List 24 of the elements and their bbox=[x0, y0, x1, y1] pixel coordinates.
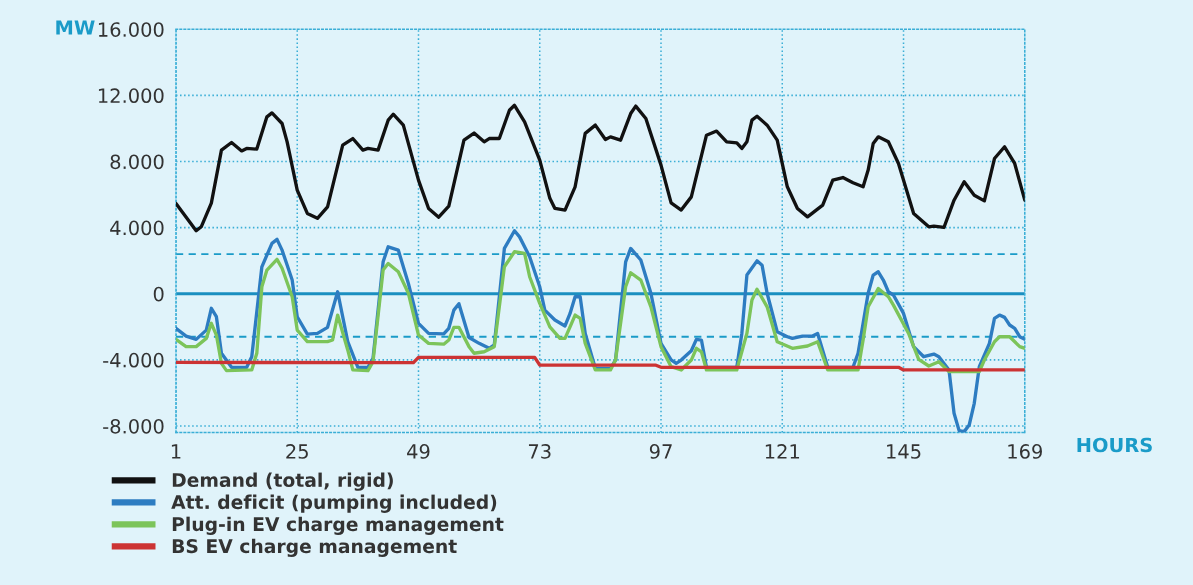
x-tick-label: 25 bbox=[286, 444, 308, 459]
x-tick-label: 1 bbox=[171, 444, 181, 459]
y-tick-label: 8.000 bbox=[110, 154, 164, 170]
line-series bbox=[175, 103, 1025, 233]
legend-label: BS EV charge management bbox=[172, 538, 457, 557]
x-tick-label: 145 bbox=[887, 444, 921, 459]
y-tick-label: -8.000 bbox=[103, 418, 164, 434]
x-tick-label: 73 bbox=[528, 444, 551, 459]
legend-label: Att. deficit (pumping included) bbox=[171, 494, 497, 513]
y-tick-label: 4.000 bbox=[110, 220, 164, 236]
x-tick-label: 121 bbox=[765, 444, 800, 459]
line-series bbox=[175, 250, 1025, 374]
x-tick-label: 97 bbox=[649, 444, 672, 459]
x-tick-label: 169 bbox=[1008, 444, 1042, 459]
x-tick-label: 49 bbox=[407, 444, 430, 459]
y-tick-label: 0 bbox=[153, 286, 164, 302]
y-axis-title: MW bbox=[56, 20, 95, 35]
x-axis-title: HOURS bbox=[1077, 437, 1152, 453]
y-tick-label: 12.000 bbox=[98, 88, 164, 104]
legend-label: Demand (total, rigid) bbox=[172, 472, 393, 491]
y-tick-label: -4.000 bbox=[103, 352, 164, 368]
y-tick-label: 16.000 bbox=[98, 22, 164, 37]
legend-label: Plug-in EV charge management bbox=[172, 516, 504, 535]
line-series bbox=[175, 355, 1025, 372]
